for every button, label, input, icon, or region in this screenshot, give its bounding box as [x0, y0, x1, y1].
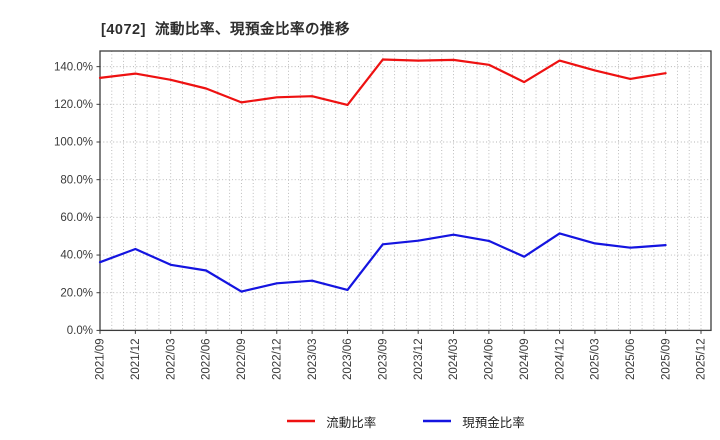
series-line-current-ratio	[98, 58, 667, 107]
x-tick-label: 2024/09	[519, 338, 531, 380]
x-tick-label: 2024/12	[554, 338, 566, 380]
x-tick-label: 2024/06	[484, 338, 496, 380]
x-tick-label: 2022/12	[271, 338, 283, 380]
x-tick-label: 2022/06	[201, 338, 213, 380]
legend-item-current-ratio: 流動比率	[286, 412, 376, 431]
y-tick-label: 40.0%	[60, 250, 93, 262]
y-tick-label: 60.0%	[60, 212, 93, 224]
y-tick-label: 100.0%	[54, 137, 93, 149]
x-tick-label: 2023/03	[307, 338, 319, 380]
x-tick-label: 2024/03	[448, 338, 460, 380]
x-tick-label: 2025/09	[660, 338, 672, 380]
y-tick-label: 120.0%	[54, 99, 93, 111]
legend-item-cash-ratio: 現預金比率	[422, 412, 525, 431]
x-tick-label: 2022/09	[236, 338, 248, 380]
legend-line-red-icon	[287, 419, 316, 423]
x-tick-label: 2023/06	[342, 338, 354, 380]
y-tick-label: 140.0%	[54, 61, 93, 73]
x-tick-label: 2025/03	[590, 338, 602, 380]
x-tick-label: 2022/03	[165, 338, 177, 380]
legend-label-cash-ratio: 現預金比率	[462, 415, 525, 430]
series-line-cash-ratio	[98, 232, 667, 293]
y-tick-label: 0.0%	[67, 325, 93, 337]
x-tick-label: 2025/06	[625, 338, 637, 380]
y-tick-label: 80.0%	[60, 174, 93, 186]
legend-line-blue-icon	[423, 419, 452, 423]
chart-legend: 流動比率 現預金比率	[100, 406, 711, 436]
plot-border	[99, 50, 712, 332]
legend-label-current-ratio: 流動比率	[326, 415, 377, 430]
x-tick-label: 2025/12	[696, 338, 708, 380]
x-tick-label: 2023/12	[413, 338, 425, 380]
y-tick-label: 20.0%	[60, 287, 93, 299]
x-tick-label: 2021/09	[95, 338, 107, 380]
chart-title: [4072] 流動比率、現預金比率の推移	[101, 22, 350, 38]
x-tick-label: 2023/09	[378, 338, 390, 380]
x-tick-label: 2021/12	[130, 338, 142, 380]
